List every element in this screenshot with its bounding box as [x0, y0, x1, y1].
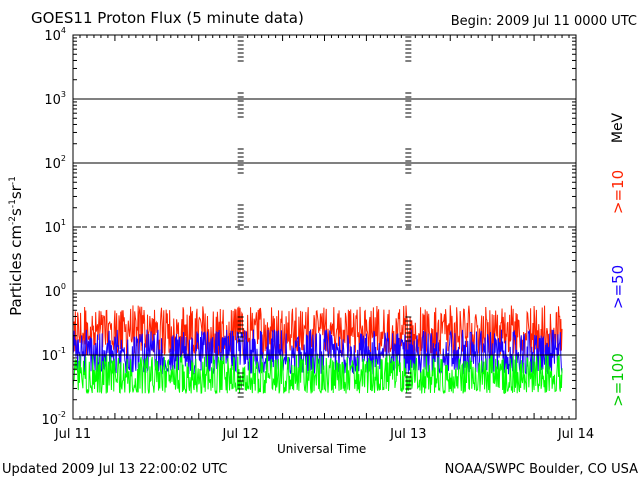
y-tick-label: 102 [44, 154, 66, 172]
y-tick-label: 101 [44, 218, 66, 236]
y-tick-exponent: 2 [61, 154, 66, 163]
x-axis-label: Universal Time [277, 442, 367, 456]
y-tick-label: 10-1 [41, 346, 66, 364]
x-tick-label: Jul 13 [389, 427, 426, 442]
x-tick-label: Jul 11 [54, 427, 91, 442]
y-tick-label: 10-2 [41, 410, 66, 428]
x-tick-label: Jul 12 [221, 427, 258, 442]
credit-text: NOAA/SWPC Boulder, CO USA [444, 462, 638, 477]
chart-title: GOES11 Proton Flux (5 minute data) [31, 9, 304, 27]
y-tick-label: 104 [44, 26, 66, 44]
series-line-ge50 [72, 329, 563, 375]
series-line-ge10 [72, 305, 563, 356]
grid-layer [73, 98, 576, 356]
y-tick-label: 100 [44, 282, 66, 300]
begin-timestamp: Begin: 2009 Jul 11 0000 UTC [450, 14, 637, 29]
series-line-ge100 [72, 354, 563, 395]
y-tick-exponent: -1 [58, 346, 66, 355]
plot-frame [72, 34, 577, 420]
y-tick-exponent: 3 [61, 90, 66, 99]
y-tick-exponent: 1 [61, 218, 66, 227]
y-tick-exponent: 0 [61, 282, 66, 291]
updated-timestamp: Updated 2009 Jul 13 22:00:02 UTC [2, 462, 228, 477]
series-layer [72, 305, 563, 395]
y-tick-label: 103 [44, 90, 66, 108]
x-tick-label: Jul 14 [557, 427, 594, 442]
y-tick-exponent: 4 [61, 26, 66, 35]
y-tick-exponent: -2 [58, 410, 66, 419]
